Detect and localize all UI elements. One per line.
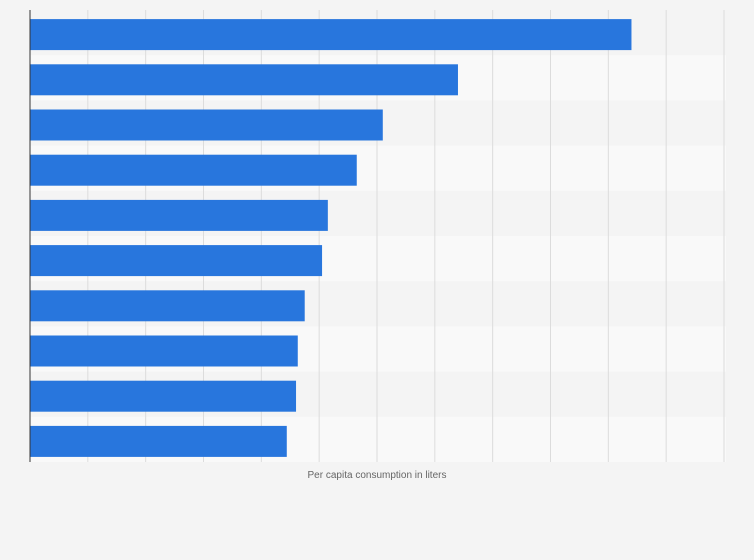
bar-6[interactable] bbox=[30, 245, 323, 277]
bar-5[interactable] bbox=[30, 199, 328, 231]
bar-3[interactable] bbox=[30, 109, 383, 141]
bar-1[interactable] bbox=[30, 19, 632, 51]
bar-7[interactable] bbox=[30, 290, 305, 322]
bar-10[interactable] bbox=[30, 425, 287, 457]
bar-4[interactable] bbox=[30, 154, 357, 186]
bar-2[interactable] bbox=[30, 64, 458, 96]
bars bbox=[30, 19, 632, 457]
bar-8[interactable] bbox=[30, 335, 298, 367]
bar-9[interactable] bbox=[30, 380, 297, 412]
x-axis-label: Per capita consumption in liters bbox=[308, 470, 447, 481]
